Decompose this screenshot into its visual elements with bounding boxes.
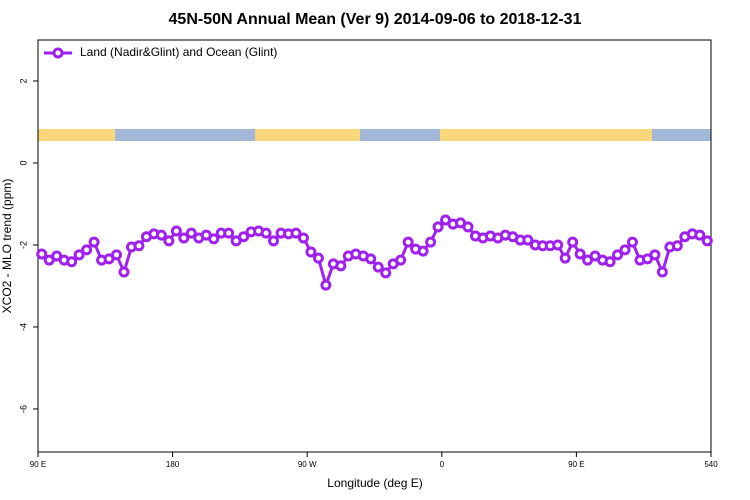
point: [111, 249, 123, 261]
point: [462, 221, 474, 233]
point: [312, 252, 324, 264]
series-line: [40, 218, 709, 291]
point: [395, 254, 407, 266]
point: [260, 227, 272, 239]
point: [335, 260, 347, 272]
point: [402, 236, 414, 248]
point: [365, 253, 377, 265]
plot-frame: [37, 39, 712, 453]
point: [701, 235, 713, 247]
point: [656, 266, 668, 278]
chart-title: 45N-50N Annual Mean (Ver 9) 2014-09-06 t…: [169, 11, 582, 28]
y-tick-label: -6: [18, 405, 28, 413]
point: [155, 229, 167, 241]
legend-label: Land (Nadir&Glint) and Ocean (Glint): [80, 45, 277, 59]
point: [380, 267, 392, 279]
x-tick-label: 0: [440, 460, 445, 469]
point: [522, 234, 534, 246]
point: [268, 235, 280, 247]
point: [133, 240, 145, 252]
point: [612, 249, 624, 261]
land-ocean-strip: [38, 129, 711, 141]
point: [604, 256, 616, 268]
y-tick-label: -4: [18, 323, 28, 331]
point: [417, 245, 429, 257]
point: [425, 236, 437, 248]
point: [619, 244, 631, 256]
x-tick-label: 540: [704, 460, 718, 469]
point: [178, 232, 190, 244]
point: [372, 261, 384, 273]
point: [567, 236, 579, 248]
y-tick-label: 2: [18, 78, 28, 83]
point: [118, 266, 130, 278]
y-tick-label: 0: [18, 160, 28, 165]
point: [694, 229, 706, 241]
x-tick-label: 180: [166, 460, 180, 469]
point: [432, 221, 444, 233]
point: [170, 225, 182, 237]
point: [81, 244, 93, 256]
point: [649, 249, 661, 261]
point: [320, 279, 332, 291]
y-tick-label: -2: [18, 241, 28, 249]
point: [297, 232, 309, 244]
point: [36, 248, 48, 260]
x-tick-label: 90 E: [568, 460, 584, 469]
point: [208, 233, 220, 245]
point: [574, 248, 586, 260]
point: [626, 236, 638, 248]
point: [66, 256, 78, 268]
x-tick-label: 90 W: [298, 460, 317, 469]
point: [163, 235, 175, 247]
point: [238, 231, 250, 243]
point: [73, 249, 85, 261]
x-tick-label: 90 E: [30, 460, 46, 469]
point: [290, 227, 302, 239]
point: [223, 227, 235, 239]
point: [671, 240, 683, 252]
point: [185, 227, 197, 239]
point: [305, 246, 317, 258]
x-axis-label: Longitude (deg E): [327, 476, 422, 490]
point: [559, 252, 571, 264]
legend-marker: [52, 47, 64, 59]
point: [552, 239, 564, 251]
point: [88, 236, 100, 248]
y-axis-label: XCO2 - MLO trend (ppm): [0, 179, 14, 314]
